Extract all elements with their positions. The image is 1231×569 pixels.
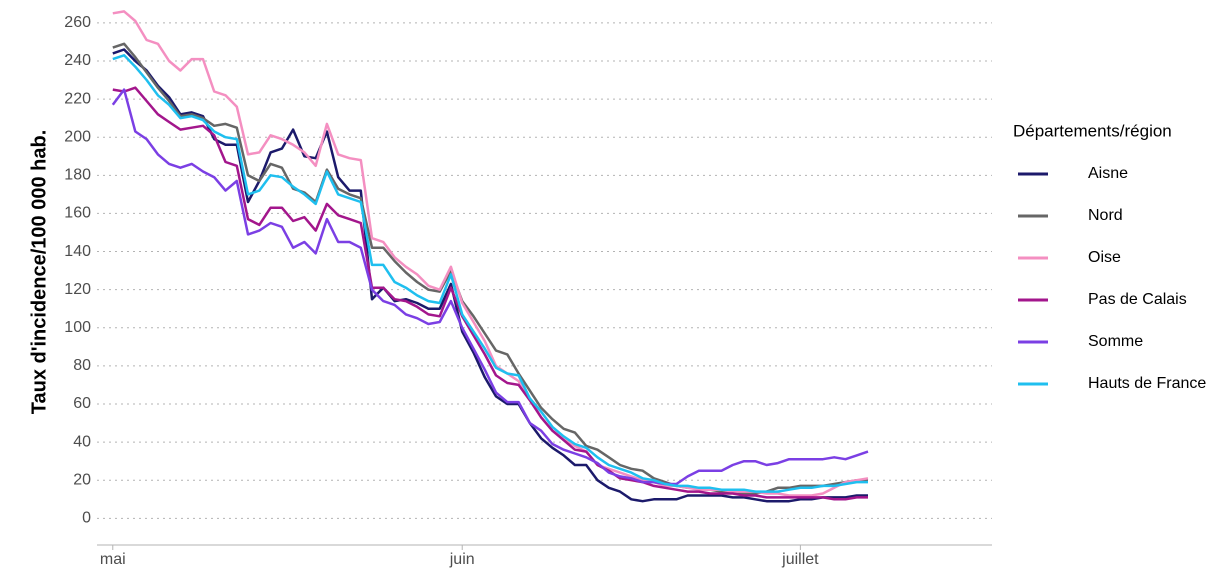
y-tick-label: 240 <box>64 52 91 69</box>
y-tick-label: 180 <box>64 167 91 184</box>
y-tick-label: 40 <box>73 433 91 450</box>
series-line <box>112 86 868 501</box>
y-tick-label: 200 <box>64 128 91 145</box>
legend-label: Oise <box>1088 249 1121 266</box>
legend-label: Somme <box>1088 333 1143 350</box>
y-tick-label: 220 <box>64 90 91 107</box>
y-tick-label: 160 <box>64 205 91 222</box>
series-line <box>112 54 868 493</box>
series-line <box>112 10 869 497</box>
x-tick-label: juillet <box>781 551 819 568</box>
legend-label: Hauts de France <box>1088 375 1206 392</box>
x-tick-label: mai <box>100 551 126 568</box>
y-tick-label: 140 <box>64 243 91 260</box>
legend-label: Pas de Calais <box>1088 291 1187 308</box>
y-tick-label: 20 <box>73 471 91 488</box>
x-tick-label: juin <box>449 551 475 568</box>
y-tick-label: 0 <box>82 510 91 527</box>
y-tick-label: 100 <box>64 319 91 336</box>
legend-label: Nord <box>1088 207 1123 224</box>
y-tick-label: 80 <box>73 357 91 374</box>
y-axis-title: Taux d'incidence/100 000 hab. <box>28 130 50 415</box>
legend-label: Aisne <box>1088 165 1128 182</box>
legend-title: Départements/région <box>1013 121 1172 140</box>
series-line <box>112 48 868 503</box>
series-line <box>111 88 869 486</box>
y-tick-label: 120 <box>64 281 91 298</box>
y-tick-label: 260 <box>64 14 91 31</box>
y-tick-label: 60 <box>73 395 91 412</box>
series-line <box>112 42 868 495</box>
